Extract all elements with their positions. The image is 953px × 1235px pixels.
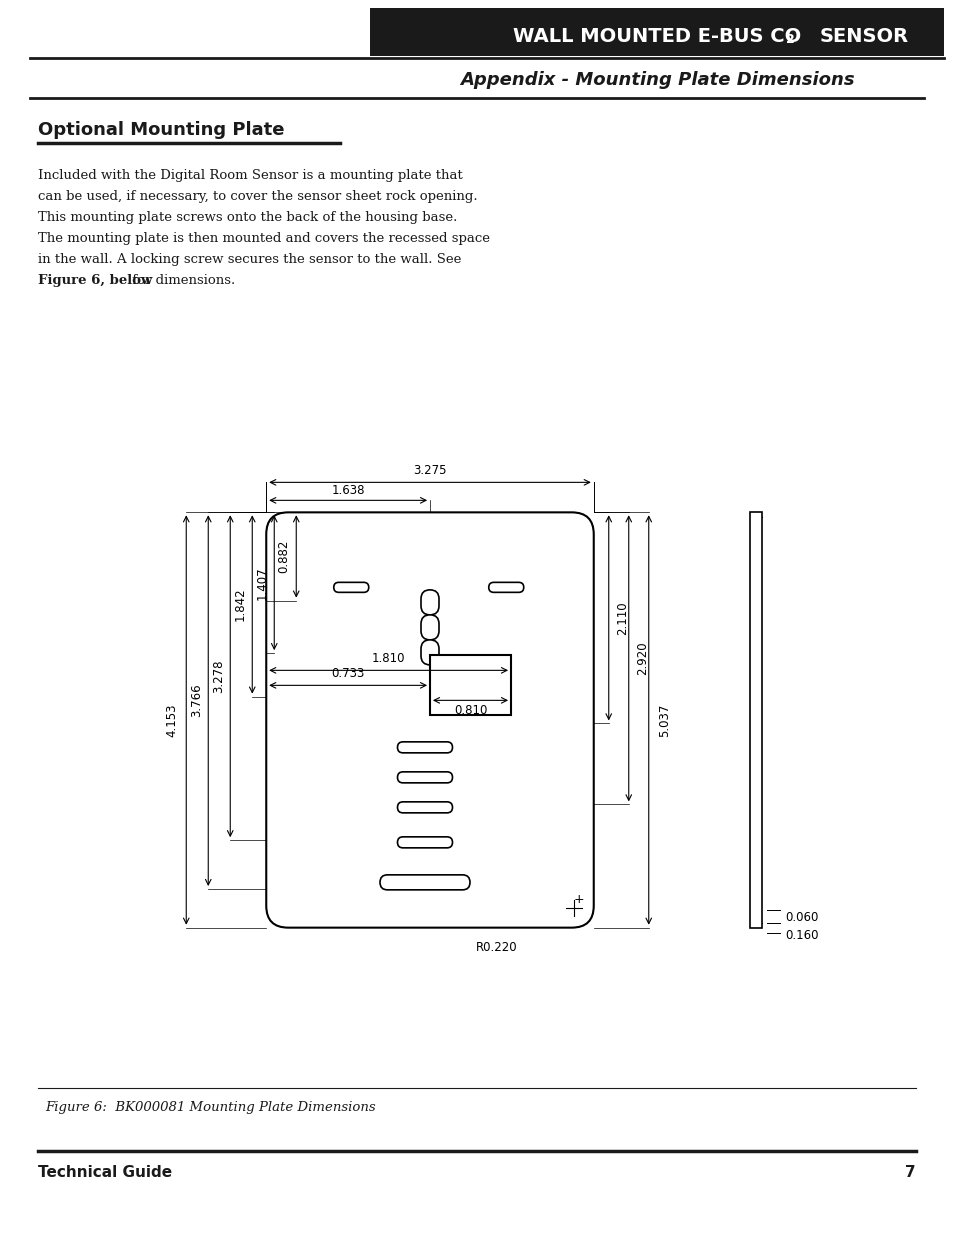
Text: 1.810: 1.810 — [372, 652, 405, 664]
Text: Technical Guide: Technical Guide — [38, 1166, 172, 1181]
Text: 3.766: 3.766 — [190, 684, 203, 718]
Text: WALL MOUNTED E-BUS CO: WALL MOUNTED E-BUS CO — [513, 26, 801, 46]
FancyBboxPatch shape — [397, 802, 452, 813]
FancyBboxPatch shape — [334, 583, 369, 593]
Text: The mounting plate is then mounted and covers the recessed space: The mounting plate is then mounted and c… — [38, 231, 490, 245]
Text: This mounting plate screws onto the back of the housing base.: This mounting plate screws onto the back… — [38, 210, 456, 224]
Text: 2.920: 2.920 — [636, 641, 649, 676]
Text: Included with the Digital Room Sensor is a mounting plate that: Included with the Digital Room Sensor is… — [38, 168, 462, 182]
Text: 1.638: 1.638 — [331, 484, 364, 496]
Text: 0.733: 0.733 — [331, 667, 364, 679]
FancyBboxPatch shape — [488, 583, 523, 593]
FancyBboxPatch shape — [379, 874, 470, 890]
Text: Optional Mounting Plate: Optional Mounting Plate — [38, 121, 284, 140]
Text: 0.060: 0.060 — [784, 911, 818, 924]
Text: 2.110: 2.110 — [616, 601, 629, 635]
Text: 3.278: 3.278 — [212, 659, 225, 693]
FancyBboxPatch shape — [420, 615, 438, 640]
Text: 0.882: 0.882 — [277, 540, 291, 573]
Text: Figure 6:  BK000081 Mounting Plate Dimensions: Figure 6: BK000081 Mounting Plate Dimens… — [45, 1102, 375, 1114]
Text: 4.153: 4.153 — [166, 703, 178, 737]
Text: 2: 2 — [785, 32, 794, 46]
Text: R0.220: R0.220 — [476, 941, 517, 955]
FancyBboxPatch shape — [430, 656, 511, 715]
Bar — [749, 513, 761, 927]
Text: 0.160: 0.160 — [784, 929, 818, 942]
Text: 3.275: 3.275 — [413, 464, 446, 477]
Text: SENSOR: SENSOR — [820, 26, 908, 46]
Text: 1.842: 1.842 — [233, 588, 247, 621]
FancyBboxPatch shape — [397, 772, 452, 783]
Text: Appendix - Mounting Plate Dimensions: Appendix - Mounting Plate Dimensions — [459, 70, 854, 89]
FancyBboxPatch shape — [266, 513, 593, 927]
FancyBboxPatch shape — [420, 640, 438, 664]
FancyBboxPatch shape — [397, 742, 452, 753]
Text: 5.037: 5.037 — [658, 703, 671, 737]
Text: for dimensions.: for dimensions. — [128, 273, 235, 287]
FancyBboxPatch shape — [370, 7, 943, 56]
Text: can be used, if necessary, to cover the sensor sheet rock opening.: can be used, if necessary, to cover the … — [38, 189, 477, 203]
Text: 1.407: 1.407 — [255, 566, 269, 599]
FancyBboxPatch shape — [397, 837, 452, 848]
Text: in the wall. A locking screw secures the sensor to the wall. See: in the wall. A locking screw secures the… — [38, 252, 461, 266]
Text: +: + — [573, 893, 583, 906]
Text: Figure 6, below: Figure 6, below — [38, 273, 152, 287]
Text: 7: 7 — [904, 1166, 915, 1181]
Text: 0.810: 0.810 — [454, 704, 487, 716]
FancyBboxPatch shape — [420, 590, 438, 615]
